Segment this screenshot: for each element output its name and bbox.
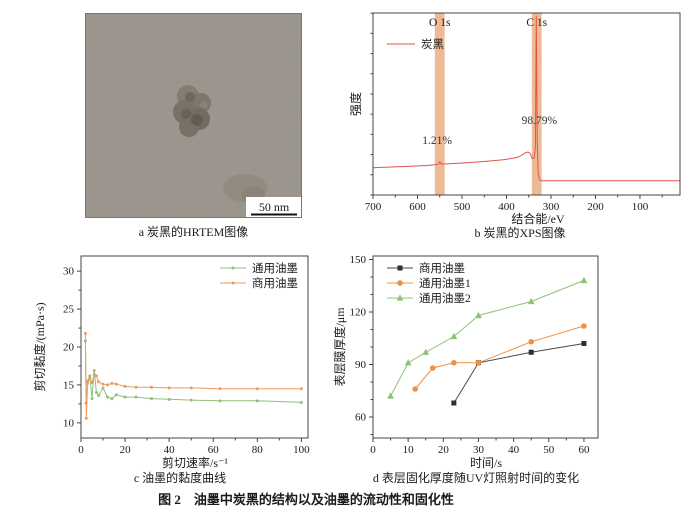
svg-text:700: 700 [365,201,382,213]
svg-text:商用油墨: 商用油墨 [252,276,298,290]
svg-text:1.21%: 1.21% [422,135,452,147]
xps-chart: O 1s C 1s 700 600 500 400 300 200 100 1.21% 98.79%… [348,12,681,226]
svg-text:150: 150 [350,254,367,266]
svg-text:10: 10 [63,417,75,429]
svg-text:60: 60 [578,444,590,456]
scale-bar-label: 50 nm [259,200,290,214]
caption-panel-d: d 表层固化厚度随UV灯照射时间的变化 [372,471,580,485]
svg-text:100: 100 [293,444,310,456]
svg-text:60: 60 [208,444,220,456]
svg-text:120: 120 [350,307,367,319]
svg-text:80: 80 [252,444,263,456]
svg-text:60: 60 [355,412,367,424]
svg-text:400: 400 [498,201,515,213]
cure-depth-xaxis-label: 时间/s [470,456,502,470]
carbon-black-aggregate [173,85,211,137]
xps-xaxis-label: 结合能/eV [511,211,565,226]
svg-text:通用油墨1: 通用油墨1 [419,276,471,290]
caption-panel-b: b 炭黑的XPS图像 [474,226,566,240]
svg-text:通用油墨2: 通用油墨2 [419,291,471,305]
svg-text:20: 20 [120,444,132,456]
svg-text:40: 40 [508,444,520,456]
svg-text:炭黑: 炭黑 [421,38,444,51]
svg-text:90: 90 [355,359,367,371]
svg-text:C 1s: C 1s [526,17,547,29]
svg-text:98.79%: 98.79% [522,115,558,127]
viscosity-xaxis-label: 剪切速率/s⁻¹ [162,455,228,470]
svg-text:0: 0 [78,444,84,456]
svg-text:20: 20 [438,444,450,456]
svg-text:30: 30 [473,444,485,456]
svg-text:10: 10 [403,444,415,456]
svg-text:O 1s: O 1s [429,17,451,29]
caption-panel-a: a 炭黑的HRTEM图像 [138,225,249,239]
figure-caption: 图 2 油墨中炭黑的结构以及油墨的流动性和固化性 [158,492,454,507]
svg-text:100: 100 [632,201,649,213]
svg-text:500: 500 [454,201,471,213]
tem-border [85,13,302,218]
svg-text:15: 15 [63,379,75,391]
cure-depth-yaxis-label: 表层膜厚度/μm [332,307,347,387]
svg-text:商用油墨: 商用油墨 [419,261,465,275]
svg-text:300: 300 [543,201,560,213]
svg-text:20: 20 [63,342,75,354]
scale-bar: 50 nm [246,197,302,218]
svg-text:0: 0 [370,444,376,456]
xps-yaxis-label: 强度 [348,92,363,116]
svg-text:40: 40 [164,444,176,456]
hrtem-image: 50 nm [85,13,302,218]
viscosity-yaxis-label: 剪切黏度/(mPa·s) [32,302,47,391]
svg-text:200: 200 [587,201,604,213]
svg-text:50: 50 [543,444,555,456]
svg-text:25: 25 [63,304,75,316]
svg-text:600: 600 [409,201,426,213]
svg-text:30: 30 [63,266,75,278]
caption-panel-c: c 油墨的黏度曲线 [133,471,227,485]
svg-text:通用油墨: 通用油墨 [252,261,298,275]
xps-plot-area: O 1s C 1s 700 600 500 400 300 200 100 1.21% 98.79%… [365,12,681,213]
